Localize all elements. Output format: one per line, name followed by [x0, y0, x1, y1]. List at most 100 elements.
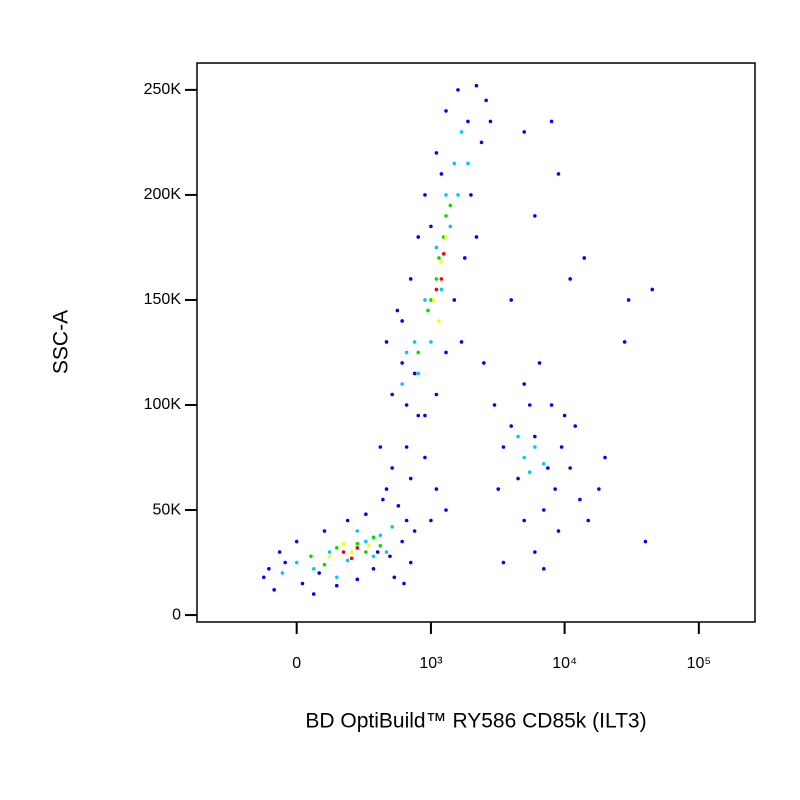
data-point: [496, 487, 501, 491]
data-point: [434, 287, 439, 292]
data-point: [444, 235, 448, 239]
data-point: [434, 245, 439, 250]
data-point: [573, 424, 578, 428]
data-point: [345, 518, 350, 523]
data-point: [400, 539, 404, 544]
data-point: [586, 518, 591, 523]
data-point: [522, 130, 527, 134]
data-point: [444, 109, 448, 113]
data-point: [444, 508, 448, 512]
data-point: [355, 541, 360, 546]
data-point: [444, 350, 448, 355]
data-point: [311, 592, 316, 596]
data-point: [448, 224, 453, 229]
data-point: [439, 277, 444, 281]
data-point: [466, 119, 470, 124]
y-axis-label: SSC-A: [50, 310, 73, 374]
data-point: [474, 235, 479, 239]
data-point: [578, 497, 582, 502]
data-point: [392, 575, 397, 580]
data-point: [542, 567, 546, 571]
x-tick-label: 10⁴: [552, 655, 577, 672]
x-tick-label: 10³: [419, 655, 443, 672]
data-point: [542, 462, 546, 466]
data-point: [412, 371, 417, 376]
data-point: [434, 277, 439, 281]
data-point: [388, 554, 392, 559]
data-point: [283, 560, 288, 565]
data-point: [334, 546, 339, 550]
data-point: [423, 298, 427, 302]
data-point: [492, 403, 497, 407]
data-point: [378, 533, 383, 538]
data-point: [439, 172, 444, 176]
y-tick-label: 150K: [144, 291, 182, 308]
data-point: [553, 487, 557, 491]
data-point: [437, 319, 441, 323]
data-point: [294, 539, 299, 544]
data-point: [300, 581, 305, 586]
data-point: [390, 525, 394, 529]
data-point: [367, 543, 371, 548]
data-point: [549, 403, 554, 407]
data-point: [549, 119, 554, 124]
data-point: [643, 539, 648, 544]
data-point: [479, 140, 484, 145]
data-point: [272, 588, 276, 592]
data-point: [371, 554, 376, 559]
data-point: [309, 554, 313, 559]
data-point: [355, 529, 360, 533]
data-point: [341, 541, 346, 546]
data-point: [559, 445, 564, 449]
data-point: [542, 508, 546, 512]
data-point: [396, 504, 401, 508]
data-point: [404, 350, 409, 355]
data-point: [482, 361, 486, 365]
data-point: [404, 518, 409, 523]
data-point: [533, 434, 537, 439]
data-point: [448, 203, 453, 208]
data-point: [334, 583, 339, 588]
data-point: [390, 466, 394, 470]
data-point: [516, 476, 520, 481]
data-point: [459, 130, 464, 134]
data-point: [322, 562, 327, 567]
data-point: [456, 88, 460, 92]
data-point: [426, 308, 430, 313]
data-point: [384, 550, 389, 554]
y-tick-label: 100K: [144, 396, 182, 413]
data-point: [431, 298, 436, 302]
data-point: [408, 560, 413, 565]
data-point: [522, 382, 527, 386]
data-point: [371, 567, 376, 571]
data-point: [349, 550, 354, 554]
data-point: [408, 476, 413, 481]
data-point: [429, 340, 433, 344]
data-point: [390, 392, 394, 397]
data-point: [533, 214, 537, 218]
data-point: [650, 287, 655, 292]
data-point: [423, 193, 427, 197]
data-point: [423, 413, 427, 418]
data-point: [597, 487, 601, 491]
data-point: [416, 413, 421, 418]
data-point: [501, 560, 506, 565]
data-point: [395, 308, 400, 313]
data-point: [400, 361, 404, 365]
data-point: [364, 550, 368, 554]
data-point: [355, 577, 360, 582]
data-point: [622, 340, 627, 344]
x-tick-label: 10⁵: [687, 655, 711, 672]
data-point: [456, 193, 460, 197]
data-point: [452, 161, 457, 166]
data-point: [546, 466, 550, 470]
data-point: [527, 470, 532, 475]
data-point: [533, 550, 537, 554]
data-point: [327, 554, 332, 559]
data-point: [341, 550, 346, 554]
data-point: [516, 434, 520, 439]
data-point: [434, 392, 439, 397]
data-point: [501, 445, 506, 449]
data-point: [408, 277, 413, 281]
